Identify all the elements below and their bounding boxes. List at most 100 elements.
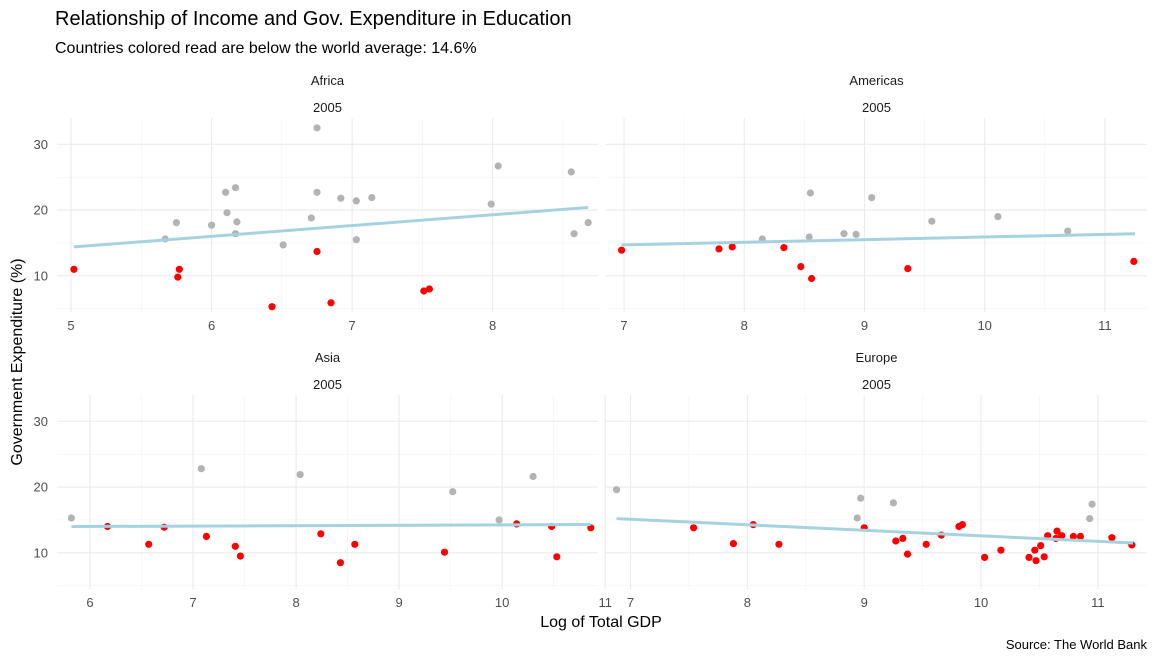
point-above-average	[223, 209, 231, 217]
point-below-average	[174, 273, 182, 281]
point-above-average	[352, 197, 360, 205]
point-below-average	[922, 540, 930, 548]
y-tick-label: 20	[34, 203, 48, 218]
point-below-average	[1058, 532, 1066, 540]
trend-line	[71, 523, 591, 529]
point-below-average	[420, 287, 428, 295]
trend-line	[616, 517, 1134, 545]
trend-line	[621, 232, 1136, 247]
point-above-average	[494, 162, 502, 170]
point-below-average	[317, 530, 325, 538]
point-below-average	[1053, 527, 1061, 535]
point-below-average	[145, 540, 153, 548]
point-above-average	[231, 184, 240, 192]
point-below-average	[780, 244, 788, 252]
x-tick-label: 8	[292, 595, 299, 610]
point-below-average	[1108, 534, 1116, 542]
point-above-average	[928, 217, 936, 225]
x-tick-label: 5	[67, 318, 74, 333]
y-axis-title: Government Expenditure (%)	[9, 258, 26, 465]
point-below-average	[1076, 532, 1084, 541]
point-above-average	[313, 124, 321, 132]
point-above-average	[495, 516, 503, 524]
point-above-average	[487, 200, 495, 208]
facet-asia: Asia 2005 6 7 8 9 10 11 10 20 30	[34, 350, 612, 610]
x-tick-label: 9	[861, 318, 868, 333]
x-tick-label: 9	[861, 595, 868, 610]
point-above-average	[208, 221, 216, 229]
y-tick-label: 30	[34, 137, 48, 152]
x-tick-label: 10	[495, 595, 509, 610]
x-tick-label: 11	[598, 595, 612, 610]
point-below-average	[313, 247, 321, 256]
x-tick-label: 7	[627, 595, 634, 610]
x-tick-label: 8	[741, 318, 748, 333]
x-tick-label: 7	[620, 318, 627, 333]
point-below-average	[618, 246, 626, 254]
facet-year-label: 2005	[862, 100, 891, 115]
point-below-average	[175, 265, 183, 273]
point-below-average	[899, 534, 907, 543]
trend-line	[73, 205, 589, 249]
point-above-average	[233, 218, 241, 226]
point-above-average	[994, 213, 1002, 221]
point-below-average	[958, 521, 967, 529]
point-above-average	[853, 514, 861, 522]
point-below-average	[425, 285, 433, 293]
point-below-average	[690, 524, 698, 532]
facet-africa: Africa 2005 5 6 7 8 10 20 30	[34, 73, 598, 333]
point-below-average	[236, 552, 244, 560]
point-above-average	[612, 486, 621, 494]
point-above-average	[570, 230, 578, 238]
point-above-average	[840, 230, 848, 238]
point-below-average	[1069, 532, 1077, 541]
point-above-average	[805, 233, 813, 241]
x-tick-label: 10	[974, 595, 988, 610]
point-below-average	[797, 263, 805, 271]
point-above-average	[337, 194, 345, 202]
y-tick-label: 10	[34, 268, 48, 283]
x-tick-label: 9	[396, 595, 403, 610]
point-below-average	[775, 540, 783, 548]
point-above-average	[172, 219, 180, 227]
point-below-average	[1031, 546, 1039, 554]
facet-region-label: Africa	[311, 73, 345, 88]
point-below-average	[981, 553, 989, 562]
point-below-average	[1037, 542, 1045, 550]
x-axis-title: Log of Total GDP	[540, 614, 662, 631]
point-below-average	[728, 243, 736, 251]
point-above-average	[806, 189, 815, 197]
point-above-average	[852, 230, 860, 238]
point-above-average	[584, 219, 592, 227]
point-below-average	[1130, 257, 1138, 265]
facet-region-label: Asia	[315, 350, 341, 365]
facet-year-label: 2005	[313, 100, 342, 115]
point-below-average	[351, 540, 359, 548]
point-below-average	[808, 274, 816, 283]
y-tick-label: 20	[34, 480, 48, 495]
point-below-average	[715, 245, 723, 253]
point-above-average	[567, 168, 575, 176]
facet-region-label: Americas	[849, 73, 904, 88]
x-tick-label: 11	[1098, 318, 1112, 333]
facet-europe: Europe 2005 7 8 9 10 11	[606, 350, 1147, 610]
x-tick-label: 6	[86, 595, 93, 610]
point-above-average	[449, 488, 457, 496]
x-tick-label: 11	[1091, 595, 1105, 610]
facet-year-label: 2005	[862, 377, 891, 392]
x-tick-label: 6	[208, 318, 215, 333]
point-above-average	[307, 214, 315, 222]
point-below-average	[327, 299, 335, 307]
point-below-average	[997, 546, 1005, 554]
point-below-average	[1025, 553, 1033, 562]
point-above-average	[1064, 227, 1072, 235]
point-below-average	[336, 559, 344, 567]
point-above-average	[296, 471, 304, 479]
facet-americas: Americas 2005 7 8 9 10 11	[606, 73, 1147, 333]
x-tick-label: 8	[489, 318, 496, 333]
point-above-average	[868, 194, 876, 202]
source-caption: Source: The World Bank	[1006, 637, 1148, 652]
point-below-average	[70, 265, 78, 273]
